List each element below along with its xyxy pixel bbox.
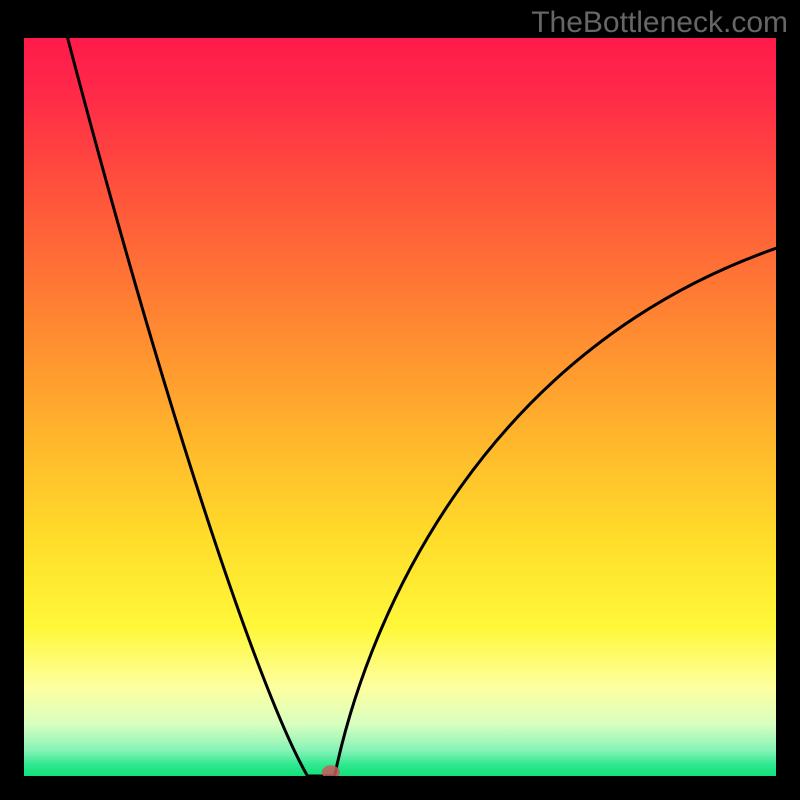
watermark-text: TheBottleneck.com: [531, 6, 788, 40]
gradient-background: [24, 38, 776, 776]
chart-frame: TheBottleneck.com: [0, 0, 800, 800]
plot-area: [24, 38, 776, 776]
chart-svg: [24, 38, 776, 776]
